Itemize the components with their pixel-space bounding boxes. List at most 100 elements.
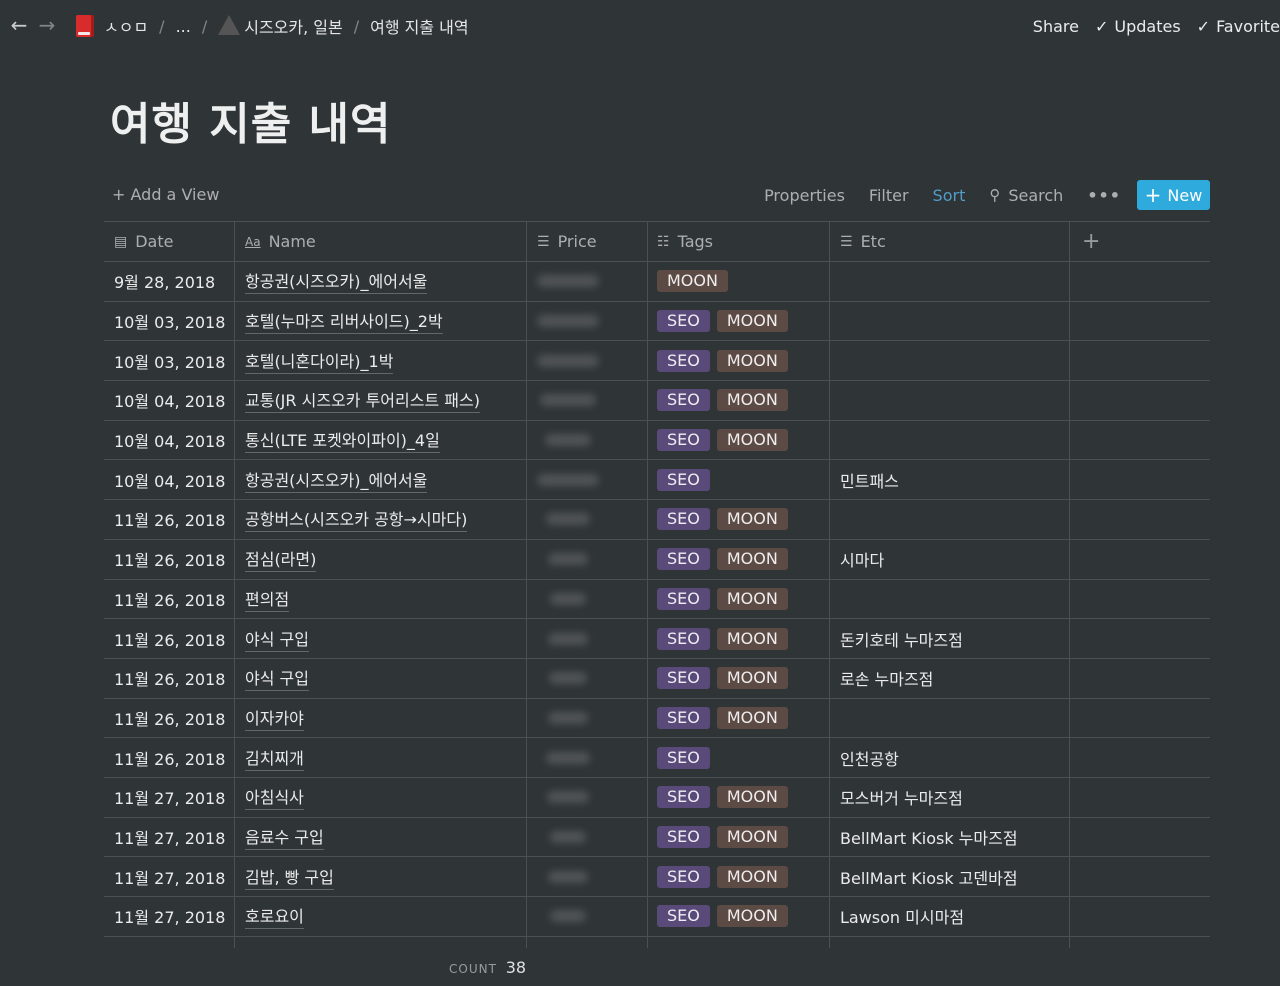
cell-date[interactable]: 11월 26, 2018 [104, 619, 235, 658]
properties-button[interactable]: Properties [764, 185, 845, 205]
breadcrumb-current[interactable]: 여행 지출 내역 [370, 14, 469, 38]
column-header-etc[interactable]: ☰ Etc [830, 222, 1070, 261]
cell-price[interactable] [527, 777, 648, 817]
cell-price[interactable] [527, 420, 648, 460]
updates-button[interactable]: ✓ Updates [1095, 17, 1181, 36]
cell-etc[interactable]: 민트패스 [830, 460, 1070, 500]
cell-name[interactable]: 야식 구입 [235, 619, 527, 658]
cell-etc[interactable]: 돈키호테 누마즈점 [830, 619, 1070, 658]
breadcrumb-ellipsis[interactable]: ... [176, 17, 191, 36]
table-row[interactable]: 11월 26, 2018 이자카야 SEO MOON [104, 697, 1210, 738]
cell-price[interactable] [527, 381, 648, 420]
cell-name[interactable]: 김치찌개 [235, 738, 527, 777]
cell-date[interactable]: 10월 03, 2018 [104, 341, 235, 381]
page-link[interactable]: 항공권(시즈오카)_에어서울 [245, 467, 428, 493]
table-row[interactable]: 10월 04, 2018 항공권(시즈오카)_에어서울 SEO 민트패스 [104, 459, 1210, 500]
cell-date[interactable]: 10월 04, 2018 [104, 460, 235, 500]
table-row[interactable]: 10월 03, 2018 호텔(니혼다이라)_1박 SEO MOON [104, 340, 1210, 381]
cell-name[interactable]: 항공권(시즈오카)_에어서울 [235, 262, 527, 301]
column-header-date[interactable]: ▤ Date [104, 222, 235, 261]
page-link[interactable]: 호텔(니혼다이라)_1박 [245, 348, 394, 374]
share-button[interactable]: Share [1033, 17, 1079, 36]
cell-date[interactable]: 11월 26, 2018 [104, 579, 235, 619]
column-header-name[interactable]: Aa Name [235, 222, 527, 261]
forward-arrow-icon[interactable]: → [38, 13, 56, 37]
page-link[interactable]: 통신(LTE 포켓와이파이)_4일 [245, 427, 440, 454]
page-link[interactable]: 야식 구입 [245, 626, 309, 652]
cell-date[interactable]: 10월 04, 2018 [104, 420, 235, 460]
page-link[interactable]: 호텔(누마즈 리버사이드)_2박 [245, 308, 443, 335]
cell-tags[interactable]: SEO MOON [648, 500, 830, 539]
cell-etc[interactable]: BellMart Kiosk 고덴바점 [830, 857, 1070, 896]
cell-tags[interactable]: SEO [648, 738, 830, 777]
cell-price[interactable] [527, 658, 648, 698]
table-row[interactable]: 10월 04, 2018 통신(LTE 포켓와이파이)_4일 SEO MOON [104, 419, 1210, 460]
cell-etc[interactable]: 인천공항 [830, 738, 1070, 777]
table-row[interactable]: 11월 26, 2018 야식 구입 SEO MOON 돈키호테 누마즈점 [104, 618, 1210, 658]
table-row[interactable]: 11월 27, 2018 호로요이 SEO MOON Lawson 미시마점 [104, 896, 1210, 936]
cell-tags[interactable]: SEO MOON [648, 857, 830, 896]
cell-name[interactable]: 공항버스(시즈오카 공항→시마다) [235, 500, 527, 539]
cell-price[interactable] [527, 738, 648, 777]
cell-etc[interactable] [830, 381, 1070, 420]
table-row[interactable]: 11월 26, 2018 공항버스(시즈오카 공항→시마다) SEO MOON [104, 499, 1210, 539]
cell-price[interactable] [527, 460, 648, 500]
cell-name[interactable]: 항공권(시즈오카)_에어서울 [235, 460, 527, 500]
cell-name[interactable]: 교통(JR 시즈오카 투어리스트 패스) [235, 381, 527, 420]
cell-date[interactable]: 11월 26, 2018 [104, 738, 235, 777]
table-row[interactable]: 11월 26, 2018 편의점 SEO MOON [104, 578, 1210, 619]
cell-tags[interactable]: SEO MOON [648, 301, 830, 341]
cell-name[interactable]: 통신(LTE 포켓와이파이)_4일 [235, 420, 527, 460]
more-options-icon[interactable]: ••• [1087, 185, 1121, 205]
cell-etc[interactable]: 시마다 [830, 539, 1070, 579]
table-row[interactable]: 10월 04, 2018 교통(JR 시즈오카 투어리스트 패스) SEO MOON [104, 380, 1210, 420]
cell-name[interactable]: 편의점 [235, 579, 527, 619]
cell-etc[interactable] [830, 420, 1070, 460]
table-row[interactable]: 11월 27, 2018 아침식사 SEO MOON 모스버거 누마즈점 [104, 776, 1210, 817]
breadcrumb-workspace[interactable]: ㅅㅇㅁ [76, 14, 148, 38]
page-link[interactable]: 이자카야 [245, 705, 304, 731]
cell-tags[interactable]: MOON [648, 262, 830, 301]
cell-name[interactable]: 아침식사 [235, 777, 527, 817]
cell-name[interactable]: 호텔(니혼다이라)_1박 [235, 341, 527, 381]
cell-date[interactable]: 11월 27, 2018 [104, 777, 235, 817]
cell-price[interactable] [527, 897, 648, 936]
cell-tags[interactable]: SEO MOON [648, 817, 830, 857]
cell-price[interactable] [527, 500, 648, 539]
cell-tags[interactable]: SEO MOON [648, 341, 830, 381]
cell-etc[interactable]: 모스버거 누마즈점 [830, 777, 1070, 817]
table-row[interactable]: 11월 27, 2018 음료수 구입 SEO MOON BellMart Kiosk … [104, 816, 1210, 857]
cell-date[interactable]: 11월 26, 2018 [104, 539, 235, 579]
cell-etc[interactable] [830, 341, 1070, 381]
cell-price[interactable] [527, 817, 648, 857]
cell-etc[interactable] [830, 579, 1070, 619]
cell-name[interactable]: 야식 구입 [235, 658, 527, 698]
cell-etc[interactable]: 로손 누마즈점 [830, 658, 1070, 698]
add-view-button[interactable]: + Add a View [112, 185, 220, 204]
cell-date[interactable]: 11월 27, 2018 [104, 817, 235, 857]
cell-name[interactable]: 호로요이 [235, 897, 527, 936]
cell-tags[interactable]: SEO [648, 460, 830, 500]
page-link[interactable]: 김밥, 빵 구입 [245, 864, 334, 890]
cell-date[interactable]: 11월 26, 2018 [104, 658, 235, 698]
cell-price[interactable] [527, 341, 648, 381]
table-row[interactable]: 10월 03, 2018 호텔(누마즈 리버사이드)_2박 SEO MOON [104, 300, 1210, 341]
cell-price[interactable] [527, 619, 648, 658]
table-row[interactable]: 11월 26, 2018 점심(라면) SEO MOON 시마다 [104, 538, 1210, 579]
cell-tags[interactable]: SEO MOON [648, 698, 830, 738]
table-row[interactable]: 11월 26, 2018 야식 구입 SEO MOON 로손 누마즈점 [104, 657, 1210, 698]
favorite-button[interactable]: ✓ Favorite [1197, 17, 1280, 36]
column-header-price[interactable]: ☰ Price [527, 222, 648, 261]
cell-etc[interactable]: Lawson 미시마점 [830, 897, 1070, 936]
cell-price[interactable] [527, 857, 648, 896]
page-link[interactable]: 야식 구입 [245, 665, 309, 692]
cell-tags[interactable]: SEO MOON [648, 619, 830, 658]
cell-price[interactable] [527, 262, 648, 301]
page-link[interactable]: 음료수 구입 [245, 824, 324, 850]
page-link[interactable]: 공항버스(시즈오카 공항→시마다) [245, 506, 468, 533]
page-title[interactable]: 여행 지출 내역 [110, 99, 392, 150]
cell-tags[interactable]: SEO MOON [648, 777, 830, 817]
page-link[interactable]: 점심(라면) [245, 546, 317, 573]
cell-price[interactable] [527, 539, 648, 579]
cell-tags[interactable]: SEO MOON [648, 658, 830, 698]
